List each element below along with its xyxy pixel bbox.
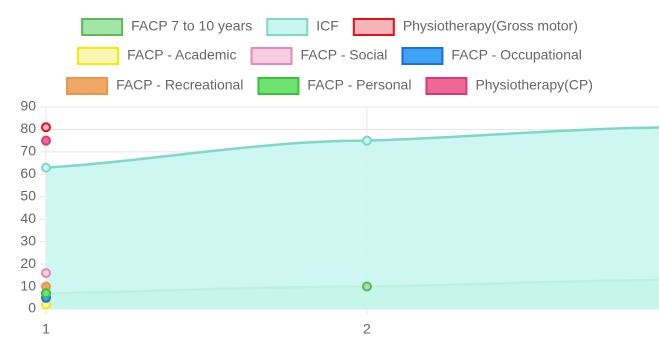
legend-item[interactable]: FACP - Academic: [77, 47, 237, 65]
x-tick-label: 2: [363, 321, 371, 337]
y-tick-label: 80: [20, 120, 36, 136]
legend-label: FACP - Recreational: [116, 77, 243, 93]
legend-label: Physiotherapy(Gross motor): [403, 18, 578, 34]
area: [46, 127, 659, 309]
legend-item[interactable]: FACP - Occupational: [401, 47, 582, 65]
legend-swatch: [250, 47, 293, 65]
point: [41, 268, 51, 279]
legend-label: FACP - Occupational: [451, 47, 581, 63]
legend-item[interactable]: Physiotherapy(Gross motor): [352, 18, 578, 36]
point: [361, 135, 372, 146]
legend-label: FACP - Academic: [127, 47, 236, 63]
legend-label: ICF: [316, 18, 339, 34]
legend-swatch: [425, 77, 468, 95]
x-tick-label: 1: [42, 321, 50, 337]
legend-swatch: [401, 47, 444, 65]
legend-item[interactable]: FACP - Recreational: [66, 77, 243, 95]
y-tick-label: 20: [20, 255, 36, 271]
point: [41, 162, 51, 173]
legend-swatch: [352, 18, 395, 36]
legend-item[interactable]: FACP 7 to 10 years: [81, 18, 252, 36]
point: [41, 122, 51, 133]
legend-swatch: [77, 47, 120, 65]
point: [361, 281, 372, 292]
point: [41, 135, 51, 146]
legend-swatch: [81, 18, 124, 36]
legend-item[interactable]: FACP - Social: [250, 47, 388, 65]
y-tick-label: 0: [28, 300, 36, 316]
y-tick-label: 50: [20, 187, 36, 203]
legend-item[interactable]: FACP - Personal: [257, 77, 411, 95]
y-tick-label: 10: [20, 277, 36, 293]
legend-item[interactable]: ICF: [266, 18, 339, 36]
legend-label: FACP - Social: [301, 47, 388, 63]
legend-item[interactable]: Physiotherapy(CP): [425, 77, 593, 95]
y-tick-label: 30: [20, 232, 36, 248]
legend-label: Physiotherapy(CP): [475, 77, 593, 93]
legend: FACP 7 to 10 years ICF Physiotherapy(Gross…: [66, 18, 593, 95]
legend-swatch: [266, 18, 309, 36]
y-tick-label: 60: [20, 165, 36, 181]
point: [41, 288, 51, 299]
legend-swatch: [66, 77, 109, 95]
y-tick-label: 40: [20, 210, 36, 226]
legend-label: FACP - Personal: [307, 77, 411, 93]
plot-area: [41, 122, 659, 310]
y-tick-label: 70: [20, 143, 36, 159]
legend-swatch: [257, 77, 300, 95]
y-tick-label: 90: [20, 98, 36, 114]
legend-label: FACP 7 to 10 years: [131, 18, 252, 34]
